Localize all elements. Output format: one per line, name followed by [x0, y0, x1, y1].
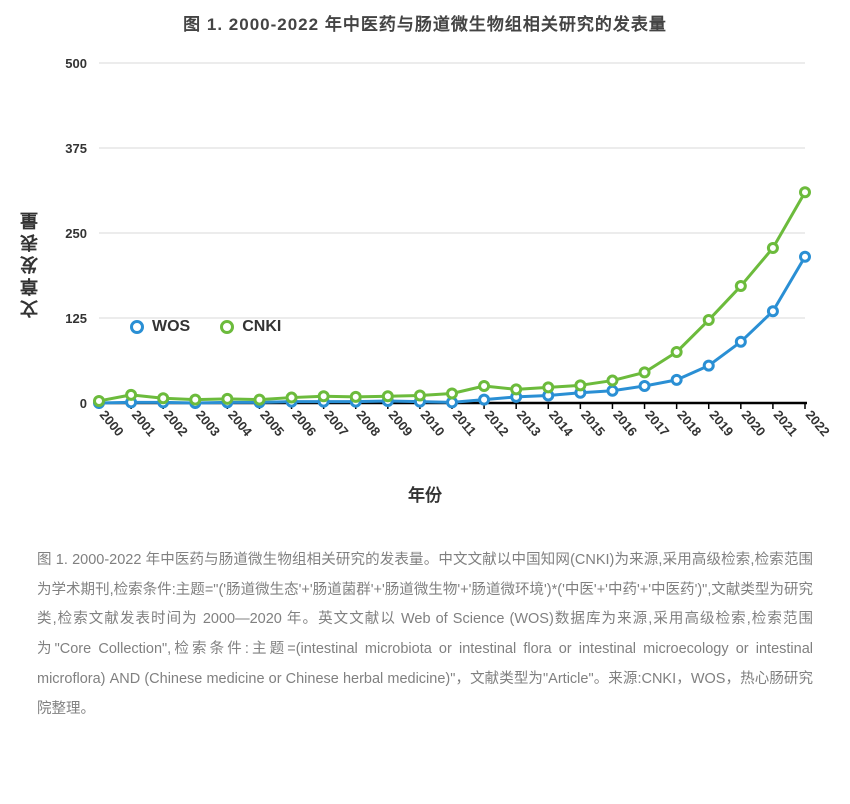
- y-tick-label: 375: [65, 141, 87, 156]
- series-marker-cnki: [95, 396, 104, 405]
- x-tick-label: 2000: [97, 407, 127, 439]
- series-marker-wos: [480, 395, 489, 404]
- legend-label-cnki: CNKI: [242, 318, 281, 336]
- legend-item-wos: WOS: [130, 318, 190, 336]
- series-marker-cnki: [672, 348, 681, 357]
- y-tick-label: 250: [65, 226, 87, 241]
- y-tick-label: 0: [80, 396, 87, 411]
- series-marker-wos: [736, 337, 745, 346]
- x-tick-label: 2006: [289, 407, 319, 439]
- chart-title: 图 1. 2000-2022 年中医药与肠道微生物组相关研究的发表量: [25, 10, 825, 35]
- series-marker-cnki: [640, 368, 649, 377]
- series-marker-cnki: [512, 385, 521, 394]
- x-tick-label: 2021: [771, 407, 801, 439]
- x-tick-label: 2014: [546, 407, 577, 439]
- x-tick-label: 2003: [193, 407, 223, 439]
- series-marker-cnki: [768, 243, 777, 252]
- x-tick-label: 2010: [418, 407, 448, 439]
- legend: WOS CNKI: [130, 318, 281, 336]
- series-marker-cnki: [127, 390, 136, 399]
- figure-caption: 图 1. 2000-2022 年中医药与肠道微生物组相关研究的发表量。中文文献以…: [37, 546, 813, 724]
- x-tick-label: 2002: [161, 407, 191, 439]
- series-marker-cnki: [383, 392, 392, 401]
- x-tick-label: 2009: [386, 407, 416, 439]
- series-marker-cnki: [191, 395, 200, 404]
- series-marker-cnki: [159, 394, 168, 403]
- legend-marker-wos: [130, 320, 144, 334]
- x-tick-label: 2011: [450, 407, 480, 438]
- series-marker-cnki: [415, 391, 424, 400]
- x-tick-label: 2015: [578, 407, 608, 439]
- y-axis-title: 文章发表量: [17, 208, 43, 318]
- series-marker-cnki: [351, 392, 360, 401]
- series-marker-wos: [640, 382, 649, 391]
- series-marker-cnki: [287, 393, 296, 402]
- series-marker-cnki: [480, 382, 489, 391]
- x-tick-label: 2004: [225, 407, 256, 439]
- x-tick-label: 2001: [129, 407, 159, 439]
- series-marker-wos: [608, 386, 617, 395]
- x-tick-label: 2012: [482, 407, 512, 439]
- x-tick-label: 2007: [321, 407, 351, 439]
- series-marker-wos: [768, 307, 777, 316]
- legend-item-cnki: CNKI: [220, 318, 281, 336]
- x-tick-label: 2013: [514, 407, 544, 439]
- x-axis-title: 年份: [25, 481, 825, 506]
- chart-area: 文章发表量 0125250375500200020012002200320042…: [25, 53, 825, 473]
- x-tick-label: 2018: [674, 407, 704, 439]
- plot-region: 0125250375500200020012002200320042005200…: [95, 63, 815, 403]
- x-tick-label: 2022: [803, 407, 833, 439]
- line-chart-svg: 0125250375500200020012002200320042005200…: [95, 63, 815, 458]
- x-tick-label: 2020: [739, 407, 769, 439]
- x-tick-label: 2005: [257, 407, 287, 439]
- x-tick-label: 2016: [610, 407, 640, 439]
- legend-marker-cnki: [220, 320, 234, 334]
- legend-label-wos: WOS: [152, 318, 190, 336]
- series-marker-cnki: [801, 188, 810, 197]
- series-marker-cnki: [704, 316, 713, 325]
- series-marker-cnki: [448, 389, 457, 398]
- series-marker-cnki: [608, 376, 617, 385]
- series-marker-cnki: [736, 282, 745, 291]
- series-marker-cnki: [255, 395, 264, 404]
- y-tick-label: 125: [65, 311, 87, 326]
- series-marker-wos: [672, 375, 681, 384]
- series-marker-wos: [801, 252, 810, 261]
- series-marker-wos: [704, 361, 713, 370]
- series-marker-cnki: [576, 381, 585, 390]
- series-marker-cnki: [223, 394, 232, 403]
- series-marker-cnki: [544, 383, 553, 392]
- x-tick-label: 2017: [642, 407, 672, 439]
- x-tick-label: 2008: [353, 407, 383, 439]
- x-tick-label: 2019: [706, 407, 736, 439]
- series-marker-cnki: [319, 392, 328, 401]
- y-tick-label: 500: [65, 56, 87, 71]
- figure-container: 图 1. 2000-2022 年中医药与肠道微生物组相关研究的发表量 文章发表量…: [0, 0, 850, 724]
